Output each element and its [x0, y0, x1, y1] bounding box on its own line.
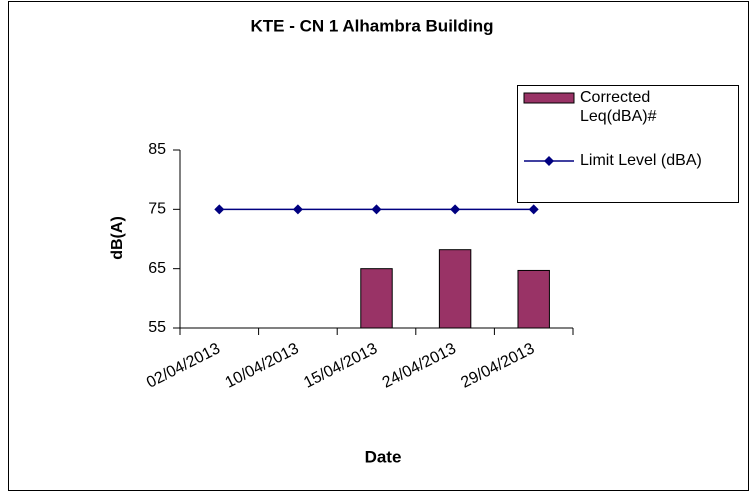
legend-label: Corrected Leq(dBA)# [580, 89, 657, 125]
legend-marker [544, 156, 554, 166]
y-tick-label: 65 [148, 260, 166, 277]
y-tick-label: 75 [148, 201, 166, 218]
legend [517, 85, 739, 203]
legend-swatch [523, 92, 575, 104]
y-tick-label: 85 [148, 141, 166, 158]
chart-frame [8, 1, 749, 491]
bar [438, 249, 472, 329]
point [214, 204, 225, 215]
legend-entry-box: Limit Level (dBA) [580, 152, 702, 169]
point [528, 204, 539, 215]
y-tick-label: 55 [148, 319, 166, 336]
legend-label: Limit Level (dBA) [580, 152, 702, 169]
point [371, 204, 382, 215]
bar [360, 268, 393, 329]
y-axis-label: dB(A) [109, 216, 126, 260]
point [450, 204, 461, 215]
chart-title: KTE - CN 1 Alhambra Building [250, 16, 493, 35]
legend-entry-box: Corrected Leq(dBA)# [580, 89, 657, 125]
bar [517, 269, 550, 329]
x-axis-label: Date [365, 447, 402, 466]
point [292, 204, 303, 215]
